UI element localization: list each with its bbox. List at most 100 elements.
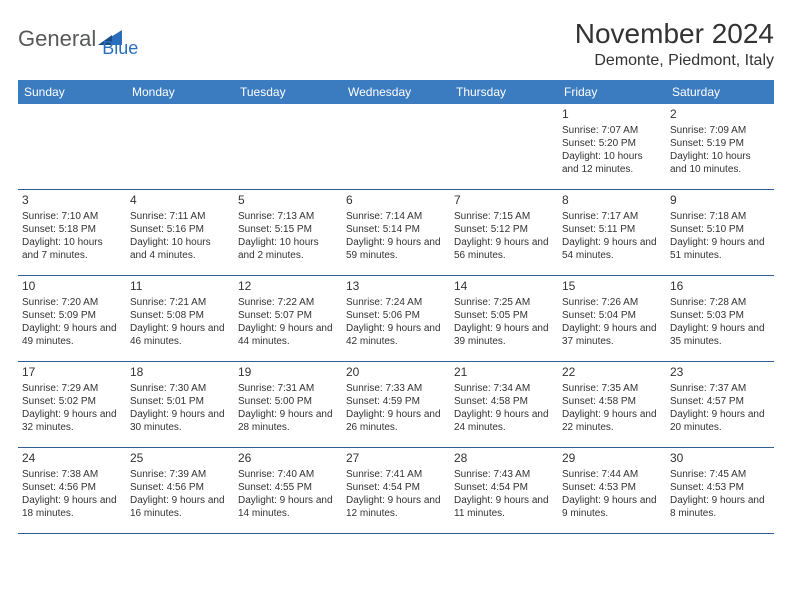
weekday-header-cell: Wednesday	[342, 80, 450, 104]
sunset-text: Sunset: 4:59 PM	[346, 395, 446, 408]
sunset-text: Sunset: 5:03 PM	[670, 309, 770, 322]
daylight-text: Daylight: 9 hours and 18 minutes.	[22, 494, 122, 520]
sunset-text: Sunset: 4:57 PM	[670, 395, 770, 408]
day-number: 2	[670, 107, 770, 123]
sunset-text: Sunset: 5:05 PM	[454, 309, 554, 322]
sunrise-text: Sunrise: 7:07 AM	[562, 124, 662, 137]
calendar-day-cell: 3Sunrise: 7:10 AMSunset: 5:18 PMDaylight…	[18, 190, 126, 276]
daylight-text: Daylight: 9 hours and 56 minutes.	[454, 236, 554, 262]
daylight-text: Daylight: 9 hours and 49 minutes.	[22, 322, 122, 348]
sunrise-text: Sunrise: 7:21 AM	[130, 296, 230, 309]
sunset-text: Sunset: 5:12 PM	[454, 223, 554, 236]
sunrise-text: Sunrise: 7:17 AM	[562, 210, 662, 223]
daylight-text: Daylight: 9 hours and 11 minutes.	[454, 494, 554, 520]
sunrise-text: Sunrise: 7:35 AM	[562, 382, 662, 395]
sunrise-text: Sunrise: 7:13 AM	[238, 210, 338, 223]
calendar-day-cell: 17Sunrise: 7:29 AMSunset: 5:02 PMDayligh…	[18, 362, 126, 448]
sunset-text: Sunset: 4:55 PM	[238, 481, 338, 494]
day-number: 28	[454, 451, 554, 467]
sunrise-text: Sunrise: 7:25 AM	[454, 296, 554, 309]
sunset-text: Sunset: 4:53 PM	[670, 481, 770, 494]
calendar-day-cell: 14Sunrise: 7:25 AMSunset: 5:05 PMDayligh…	[450, 276, 558, 362]
calendar-day-cell: 18Sunrise: 7:30 AMSunset: 5:01 PMDayligh…	[126, 362, 234, 448]
sunset-text: Sunset: 5:09 PM	[22, 309, 122, 322]
sunrise-text: Sunrise: 7:09 AM	[670, 124, 770, 137]
daylight-text: Daylight: 9 hours and 24 minutes.	[454, 408, 554, 434]
daylight-text: Daylight: 9 hours and 54 minutes.	[562, 236, 662, 262]
daylight-text: Daylight: 9 hours and 12 minutes.	[346, 494, 446, 520]
sunset-text: Sunset: 4:58 PM	[562, 395, 662, 408]
daylight-text: Daylight: 9 hours and 8 minutes.	[670, 494, 770, 520]
month-title: November 2024	[575, 18, 774, 50]
day-number: 18	[130, 365, 230, 381]
calendar-weekday-header: SundayMondayTuesdayWednesdayThursdayFrid…	[18, 80, 774, 104]
day-number: 9	[670, 193, 770, 209]
calendar-day-cell: 5Sunrise: 7:13 AMSunset: 5:15 PMDaylight…	[234, 190, 342, 276]
logo-text-general: General	[18, 26, 96, 52]
sunset-text: Sunset: 4:54 PM	[346, 481, 446, 494]
daylight-text: Daylight: 9 hours and 37 minutes.	[562, 322, 662, 348]
calendar-day-cell: 10Sunrise: 7:20 AMSunset: 5:09 PMDayligh…	[18, 276, 126, 362]
weekday-header-cell: Thursday	[450, 80, 558, 104]
logo: General Blue	[18, 18, 138, 59]
sunset-text: Sunset: 5:19 PM	[670, 137, 770, 150]
daylight-text: Daylight: 9 hours and 44 minutes.	[238, 322, 338, 348]
page-header: General Blue November 2024 Demonte, Pied…	[18, 18, 774, 70]
sunrise-text: Sunrise: 7:26 AM	[562, 296, 662, 309]
daylight-text: Daylight: 9 hours and 35 minutes.	[670, 322, 770, 348]
daylight-text: Daylight: 9 hours and 28 minutes.	[238, 408, 338, 434]
daylight-text: Daylight: 10 hours and 2 minutes.	[238, 236, 338, 262]
sunset-text: Sunset: 5:11 PM	[562, 223, 662, 236]
weekday-header-cell: Tuesday	[234, 80, 342, 104]
sunset-text: Sunset: 5:04 PM	[562, 309, 662, 322]
calendar-day-cell: 16Sunrise: 7:28 AMSunset: 5:03 PMDayligh…	[666, 276, 774, 362]
calendar-day-cell: 7Sunrise: 7:15 AMSunset: 5:12 PMDaylight…	[450, 190, 558, 276]
sunrise-text: Sunrise: 7:37 AM	[670, 382, 770, 395]
day-number: 30	[670, 451, 770, 467]
calendar-day-cell: 6Sunrise: 7:14 AMSunset: 5:14 PMDaylight…	[342, 190, 450, 276]
calendar-day-cell: 2Sunrise: 7:09 AMSunset: 5:19 PMDaylight…	[666, 104, 774, 190]
day-number: 5	[238, 193, 338, 209]
daylight-text: Daylight: 9 hours and 59 minutes.	[346, 236, 446, 262]
calendar-day-cell: 11Sunrise: 7:21 AMSunset: 5:08 PMDayligh…	[126, 276, 234, 362]
logo-text-blue: Blue	[102, 38, 138, 59]
calendar-day-cell: 12Sunrise: 7:22 AMSunset: 5:07 PMDayligh…	[234, 276, 342, 362]
daylight-text: Daylight: 9 hours and 51 minutes.	[670, 236, 770, 262]
sunrise-text: Sunrise: 7:15 AM	[454, 210, 554, 223]
calendar-empty-cell	[18, 104, 126, 190]
day-number: 7	[454, 193, 554, 209]
sunrise-text: Sunrise: 7:11 AM	[130, 210, 230, 223]
daylight-text: Daylight: 9 hours and 16 minutes.	[130, 494, 230, 520]
day-number: 11	[130, 279, 230, 295]
sunrise-text: Sunrise: 7:39 AM	[130, 468, 230, 481]
day-number: 15	[562, 279, 662, 295]
day-number: 23	[670, 365, 770, 381]
calendar-day-cell: 21Sunrise: 7:34 AMSunset: 4:58 PMDayligh…	[450, 362, 558, 448]
calendar-day-cell: 20Sunrise: 7:33 AMSunset: 4:59 PMDayligh…	[342, 362, 450, 448]
calendar-day-cell: 30Sunrise: 7:45 AMSunset: 4:53 PMDayligh…	[666, 448, 774, 534]
day-number: 19	[238, 365, 338, 381]
daylight-text: Daylight: 9 hours and 32 minutes.	[22, 408, 122, 434]
sunset-text: Sunset: 5:01 PM	[130, 395, 230, 408]
day-number: 16	[670, 279, 770, 295]
sunset-text: Sunset: 5:02 PM	[22, 395, 122, 408]
location-subtitle: Demonte, Piedmont, Italy	[575, 52, 774, 70]
day-number: 27	[346, 451, 446, 467]
day-number: 8	[562, 193, 662, 209]
sunset-text: Sunset: 5:15 PM	[238, 223, 338, 236]
weekday-header-cell: Saturday	[666, 80, 774, 104]
day-number: 21	[454, 365, 554, 381]
day-number: 1	[562, 107, 662, 123]
sunrise-text: Sunrise: 7:20 AM	[22, 296, 122, 309]
calendar-body: 1Sunrise: 7:07 AMSunset: 5:20 PMDaylight…	[18, 104, 774, 534]
daylight-text: Daylight: 9 hours and 42 minutes.	[346, 322, 446, 348]
calendar-day-cell: 19Sunrise: 7:31 AMSunset: 5:00 PMDayligh…	[234, 362, 342, 448]
sunrise-text: Sunrise: 7:28 AM	[670, 296, 770, 309]
calendar-day-cell: 25Sunrise: 7:39 AMSunset: 4:56 PMDayligh…	[126, 448, 234, 534]
sunrise-text: Sunrise: 7:38 AM	[22, 468, 122, 481]
sunrise-text: Sunrise: 7:41 AM	[346, 468, 446, 481]
daylight-text: Daylight: 9 hours and 22 minutes.	[562, 408, 662, 434]
title-block: November 2024 Demonte, Piedmont, Italy	[575, 18, 774, 70]
day-number: 14	[454, 279, 554, 295]
day-number: 4	[130, 193, 230, 209]
